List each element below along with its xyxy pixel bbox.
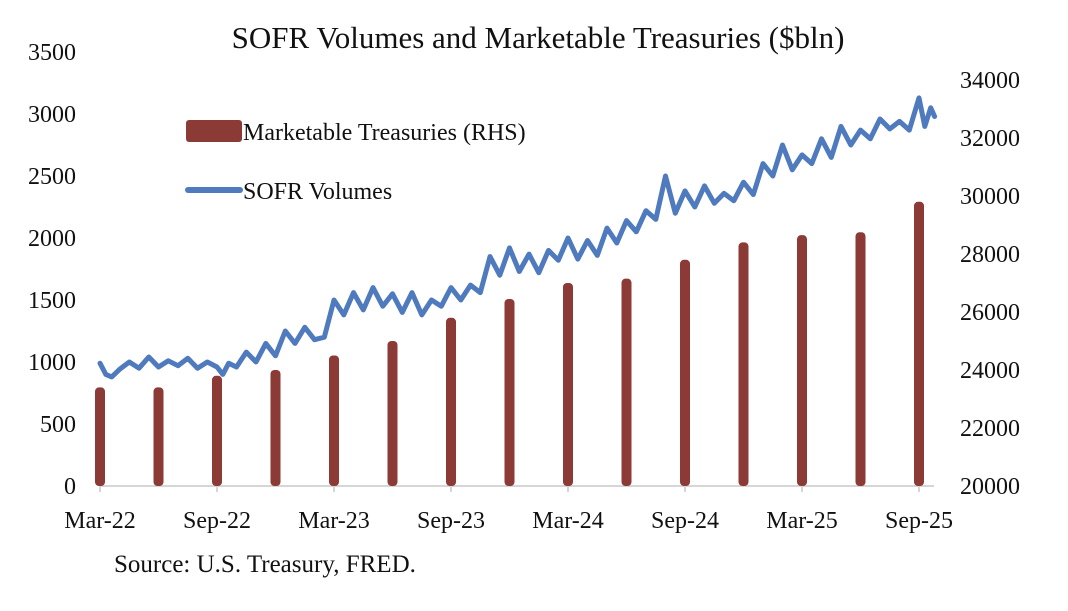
legend-label-marketable-treasuries: Marketable Treasuries (RHS) xyxy=(243,120,526,146)
sofr-volumes-line xyxy=(97,95,938,380)
x-axis-tick-label: Mar-25 xyxy=(766,508,838,534)
bar-jun-22 xyxy=(153,387,164,486)
left-axis-tick-label: 1500 xyxy=(28,288,76,314)
bar-sep-22 xyxy=(212,375,222,486)
left-axis-tick-label: 1000 xyxy=(28,350,76,376)
chart-title: SOFR Volumes and Marketable Treasuries (… xyxy=(232,20,845,55)
bar-dec-23 xyxy=(504,298,515,486)
source-note: Source: U.S. Treasury, FRED. xyxy=(114,551,416,578)
x-axis-tick-label: Sep-24 xyxy=(651,508,719,534)
left-axis-tick-label: 3500 xyxy=(28,40,76,66)
bar-series-marketable-treasuries xyxy=(95,201,924,487)
bar-jun-24 xyxy=(621,278,632,486)
right-axis-tick-label: 32000 xyxy=(960,126,1020,152)
x-axis-tick-label: Mar-23 xyxy=(298,508,370,534)
left-axis-tick-label: 2000 xyxy=(28,226,76,252)
right-axis-tick-label: 26000 xyxy=(960,300,1020,326)
bar-jun-23 xyxy=(387,341,398,486)
legend-swatch-marketable-treasuries xyxy=(186,120,242,142)
bar-dec-22 xyxy=(270,370,281,486)
bar-sep-24 xyxy=(680,259,690,486)
bar-mar-25 xyxy=(797,235,807,486)
left-axis-tick-label: 3000 xyxy=(28,102,76,128)
right-axis-tick-label: 34000 xyxy=(960,68,1020,94)
left-axis: 0 500 1000 1500 2000 2500 3000 3500 xyxy=(28,40,76,500)
legend-label-sofr-volumes: SOFR Volumes xyxy=(243,179,392,205)
bar-mar-23 xyxy=(329,355,339,486)
bar-dec-24 xyxy=(738,242,749,486)
bar-mar-24 xyxy=(563,283,573,486)
bar-sep-23 xyxy=(446,317,456,486)
left-axis-tick-label: 2500 xyxy=(28,164,76,190)
bar-sep-25 xyxy=(914,201,924,487)
legend: Marketable Treasuries (RHS) SOFR Volumes xyxy=(185,120,526,205)
x-axis-tick-label: Mar-24 xyxy=(532,508,604,534)
right-axis: 20000 22000 24000 26000 28000 30000 32000 34000 xyxy=(960,68,1020,500)
left-axis-tick-label: 500 xyxy=(40,412,76,438)
x-axis-tick-label: Sep-22 xyxy=(183,508,251,534)
right-axis-tick-label: 30000 xyxy=(960,184,1020,210)
right-axis-tick-label: 28000 xyxy=(960,242,1020,268)
right-axis-tick-label: 24000 xyxy=(960,358,1020,384)
x-axis-tick-label: Sep-25 xyxy=(885,508,953,534)
line-series-sofr-volumes xyxy=(97,95,938,380)
right-axis-tick-label: 22000 xyxy=(960,416,1020,442)
bar-mar-22 xyxy=(95,387,105,486)
right-axis-tick-label: 20000 xyxy=(960,474,1020,500)
x-axis: Mar-22 Sep-22 Mar-23 Sep-23 Mar-24 Sep-24 Mar-… xyxy=(64,485,953,534)
x-axis-tick-label: Sep-23 xyxy=(417,508,485,534)
left-axis-tick-label: 0 xyxy=(64,474,76,500)
x-axis-tick-label: Mar-22 xyxy=(64,508,136,534)
bar-jun-25 xyxy=(855,232,866,486)
